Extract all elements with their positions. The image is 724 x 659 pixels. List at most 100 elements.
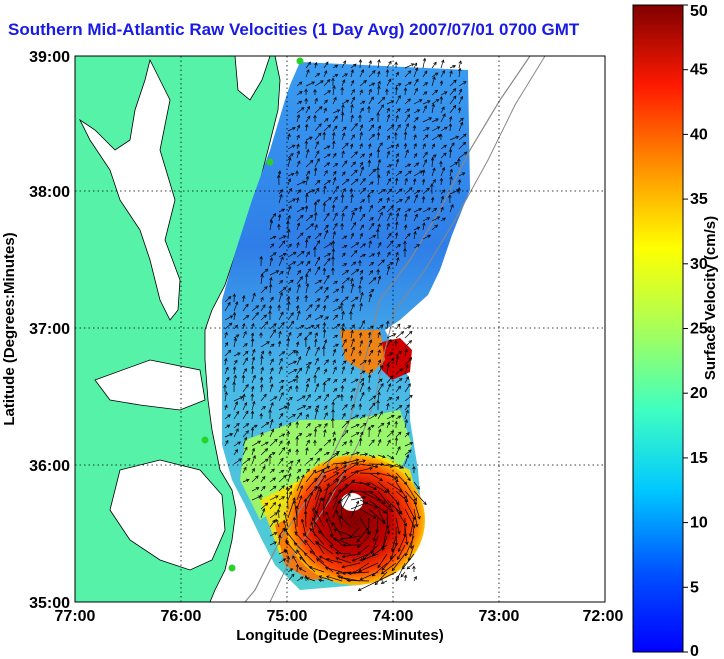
velocity-arrow <box>287 127 296 132</box>
velocity-arrow-head <box>430 157 435 161</box>
velocity-arrow-head <box>307 422 311 427</box>
velocity-arrow-head <box>369 204 373 209</box>
velocity-arrow-head <box>260 273 264 278</box>
velocity-arrow-head <box>427 234 431 238</box>
velocity-arrow <box>269 305 271 312</box>
velocity-arrow-head <box>458 60 462 64</box>
velocity-arrow <box>386 197 390 204</box>
velocity-arrow-head <box>404 348 408 353</box>
velocity-arrow-head <box>316 256 321 261</box>
velocity-arrow-head <box>250 393 254 397</box>
velocity-arrow <box>372 562 388 577</box>
velocity-arrow <box>413 194 418 204</box>
velocity-arrow-head <box>300 576 304 580</box>
velocity-arrow-head <box>307 268 311 272</box>
velocity-arrow <box>341 479 355 492</box>
velocity-arrow <box>358 580 379 591</box>
velocity-arrow <box>395 396 399 402</box>
velocity-arrow <box>325 511 334 528</box>
velocity-arrow <box>377 71 380 78</box>
velocity-arrow <box>305 81 315 87</box>
velocity-arrow <box>386 212 392 222</box>
velocity-arrow-head <box>333 528 338 532</box>
velocity-arrow-head <box>309 491 314 496</box>
velocity-arrow <box>395 170 403 177</box>
velocity-arrow <box>395 252 399 258</box>
velocity-arrow <box>449 136 459 141</box>
velocity-arrow <box>305 223 314 231</box>
velocity-arrow-head <box>314 224 318 228</box>
velocity-arrow <box>260 314 267 321</box>
velocity-arrow <box>242 447 248 456</box>
velocity-arrow <box>422 207 431 213</box>
velocity-arrow-head <box>414 87 418 92</box>
velocity-arrow-head <box>331 204 336 208</box>
velocity-arrow-head <box>409 394 413 399</box>
velocity-arrow-head <box>326 482 330 487</box>
velocity-arrow-head <box>344 73 348 77</box>
velocity-arrow <box>404 410 409 420</box>
velocity-arrow <box>319 555 334 564</box>
velocity-arrow <box>278 475 287 483</box>
velocity-arrow <box>323 108 327 114</box>
velocity-arrow-head <box>332 85 336 89</box>
velocity-arrow <box>413 208 422 213</box>
velocity-arrow-head <box>352 388 356 392</box>
velocity-arrow-head <box>351 479 356 484</box>
velocity-arrow <box>404 114 410 123</box>
velocity-arrow <box>323 429 326 438</box>
velocity-arrow-head <box>410 63 415 67</box>
velocity-arrow-head <box>252 455 256 459</box>
velocity-arrow <box>395 405 403 411</box>
velocity-arrow-head <box>371 82 376 86</box>
velocity-arrow-head <box>265 441 269 445</box>
velocity-arrow-head <box>345 269 350 274</box>
velocity-arrow-head <box>461 172 466 176</box>
velocity-arrow-head <box>403 247 407 252</box>
velocity-arrow <box>386 135 390 141</box>
velocity-arrow <box>341 112 344 123</box>
velocity-arrow-head <box>414 67 419 71</box>
velocity-arrow <box>440 167 445 177</box>
velocity-arrow <box>332 343 339 348</box>
velocity-arrow <box>260 448 268 456</box>
velocity-arrow-head <box>283 511 287 516</box>
velocity-arrow <box>368 293 372 303</box>
velocity-arrow <box>318 579 325 582</box>
velocity-arrow <box>269 257 273 267</box>
velocity-arrow <box>377 159 381 168</box>
velocity-arrow-head <box>368 339 373 343</box>
velocity-arrow-head <box>340 86 344 91</box>
velocity-arrow <box>359 370 366 375</box>
velocity-arrow-head <box>376 131 381 136</box>
velocity-arrow <box>402 553 415 570</box>
velocity-arrow <box>287 568 293 573</box>
velocity-arrow-head <box>306 364 310 369</box>
velocity-arrow <box>359 320 365 330</box>
velocity-arrow <box>368 472 383 481</box>
velocity-arrow-head <box>288 472 292 477</box>
velocity-arrow-head <box>341 150 345 155</box>
velocity-arrow <box>278 292 283 303</box>
velocity-arrow <box>275 519 280 528</box>
velocity-arrow <box>287 320 294 330</box>
velocity-arrow-head <box>334 74 339 78</box>
velocity-arrow <box>341 493 351 510</box>
velocity-arrow-head <box>274 438 278 443</box>
velocity-arrow <box>260 350 264 357</box>
velocity-arrow-head <box>315 187 320 192</box>
velocity-arrow <box>373 526 379 542</box>
velocity-arrow <box>305 214 313 222</box>
velocity-arrow <box>305 115 311 123</box>
velocity-arrow <box>377 349 381 357</box>
velocity-arrow <box>323 197 332 204</box>
velocity-arrow <box>323 79 331 87</box>
velocity-arrow-head <box>364 501 369 505</box>
velocity-arrow <box>440 144 447 150</box>
velocity-arrow <box>314 315 323 321</box>
velocity-arrow-head <box>261 507 266 512</box>
velocity-arrow-head <box>406 565 411 570</box>
velocity-arrow <box>330 534 343 546</box>
velocity-arrow <box>359 303 362 312</box>
velocity-arrow-head <box>268 409 272 413</box>
